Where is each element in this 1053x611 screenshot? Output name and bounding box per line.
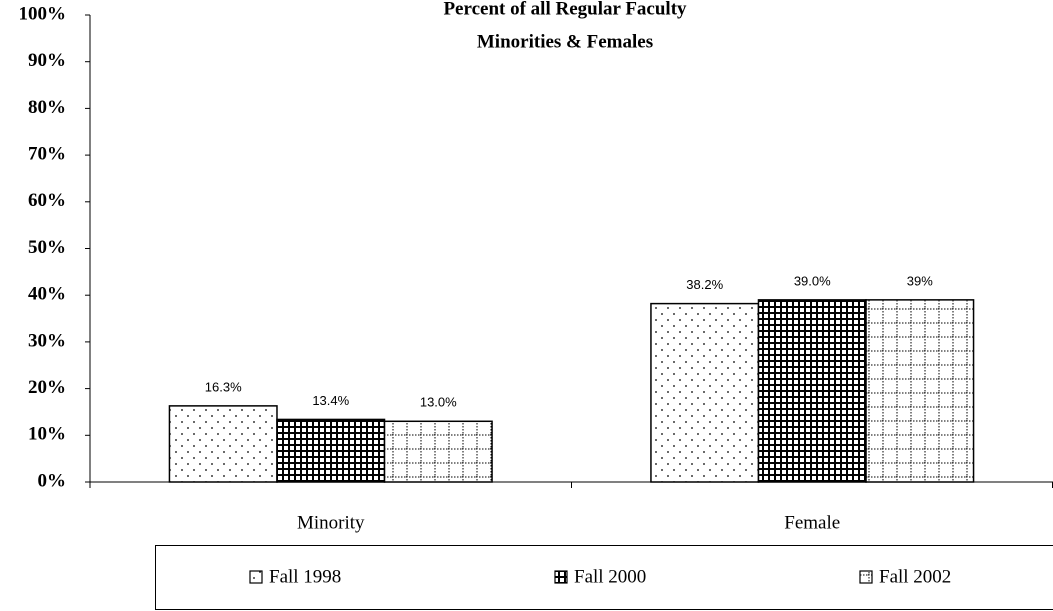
y-tick-label: 100%: [19, 3, 67, 24]
y-tick-label: 80%: [28, 97, 66, 118]
y-tick-label: 30%: [28, 330, 66, 351]
legend-label: Fall 1998: [269, 566, 341, 587]
x-tick-label: Minority: [297, 512, 365, 533]
chart-title: Percent of all Regular Faculty: [443, 0, 687, 19]
legend-swatch: [249, 570, 263, 584]
chart-subtitle: Minorities & Females: [477, 31, 653, 52]
y-tick-label: 50%: [28, 237, 66, 258]
data-label: 13.4%: [312, 393, 349, 408]
data-label: 39%: [907, 273, 933, 288]
y-tick-label: 10%: [28, 424, 66, 445]
legend-box: [155, 545, 1053, 610]
legend-label: Fall 2002: [879, 566, 951, 587]
bar: [650, 302, 760, 483]
legend-label: Fall 2000: [574, 566, 646, 587]
y-tick-label: 70%: [28, 143, 66, 164]
legend-swatch: [859, 570, 873, 584]
data-label: 38.2%: [686, 277, 723, 292]
bar: [757, 299, 867, 483]
y-tick-label: 60%: [28, 190, 66, 211]
y-tick-label: 20%: [28, 377, 66, 398]
bar: [865, 299, 975, 483]
y-tick-label: 90%: [28, 50, 66, 71]
data-label: 39.0%: [794, 273, 831, 288]
y-tick-label: 40%: [28, 284, 66, 305]
data-label: 16.3%: [205, 379, 242, 394]
legend-swatch: [554, 570, 568, 584]
bar: [383, 420, 493, 483]
data-label: 13.0%: [420, 395, 457, 410]
bar: [276, 418, 386, 483]
bar: [168, 405, 278, 483]
x-tick-label: Female: [784, 512, 840, 533]
y-tick-label: 0%: [38, 470, 67, 491]
